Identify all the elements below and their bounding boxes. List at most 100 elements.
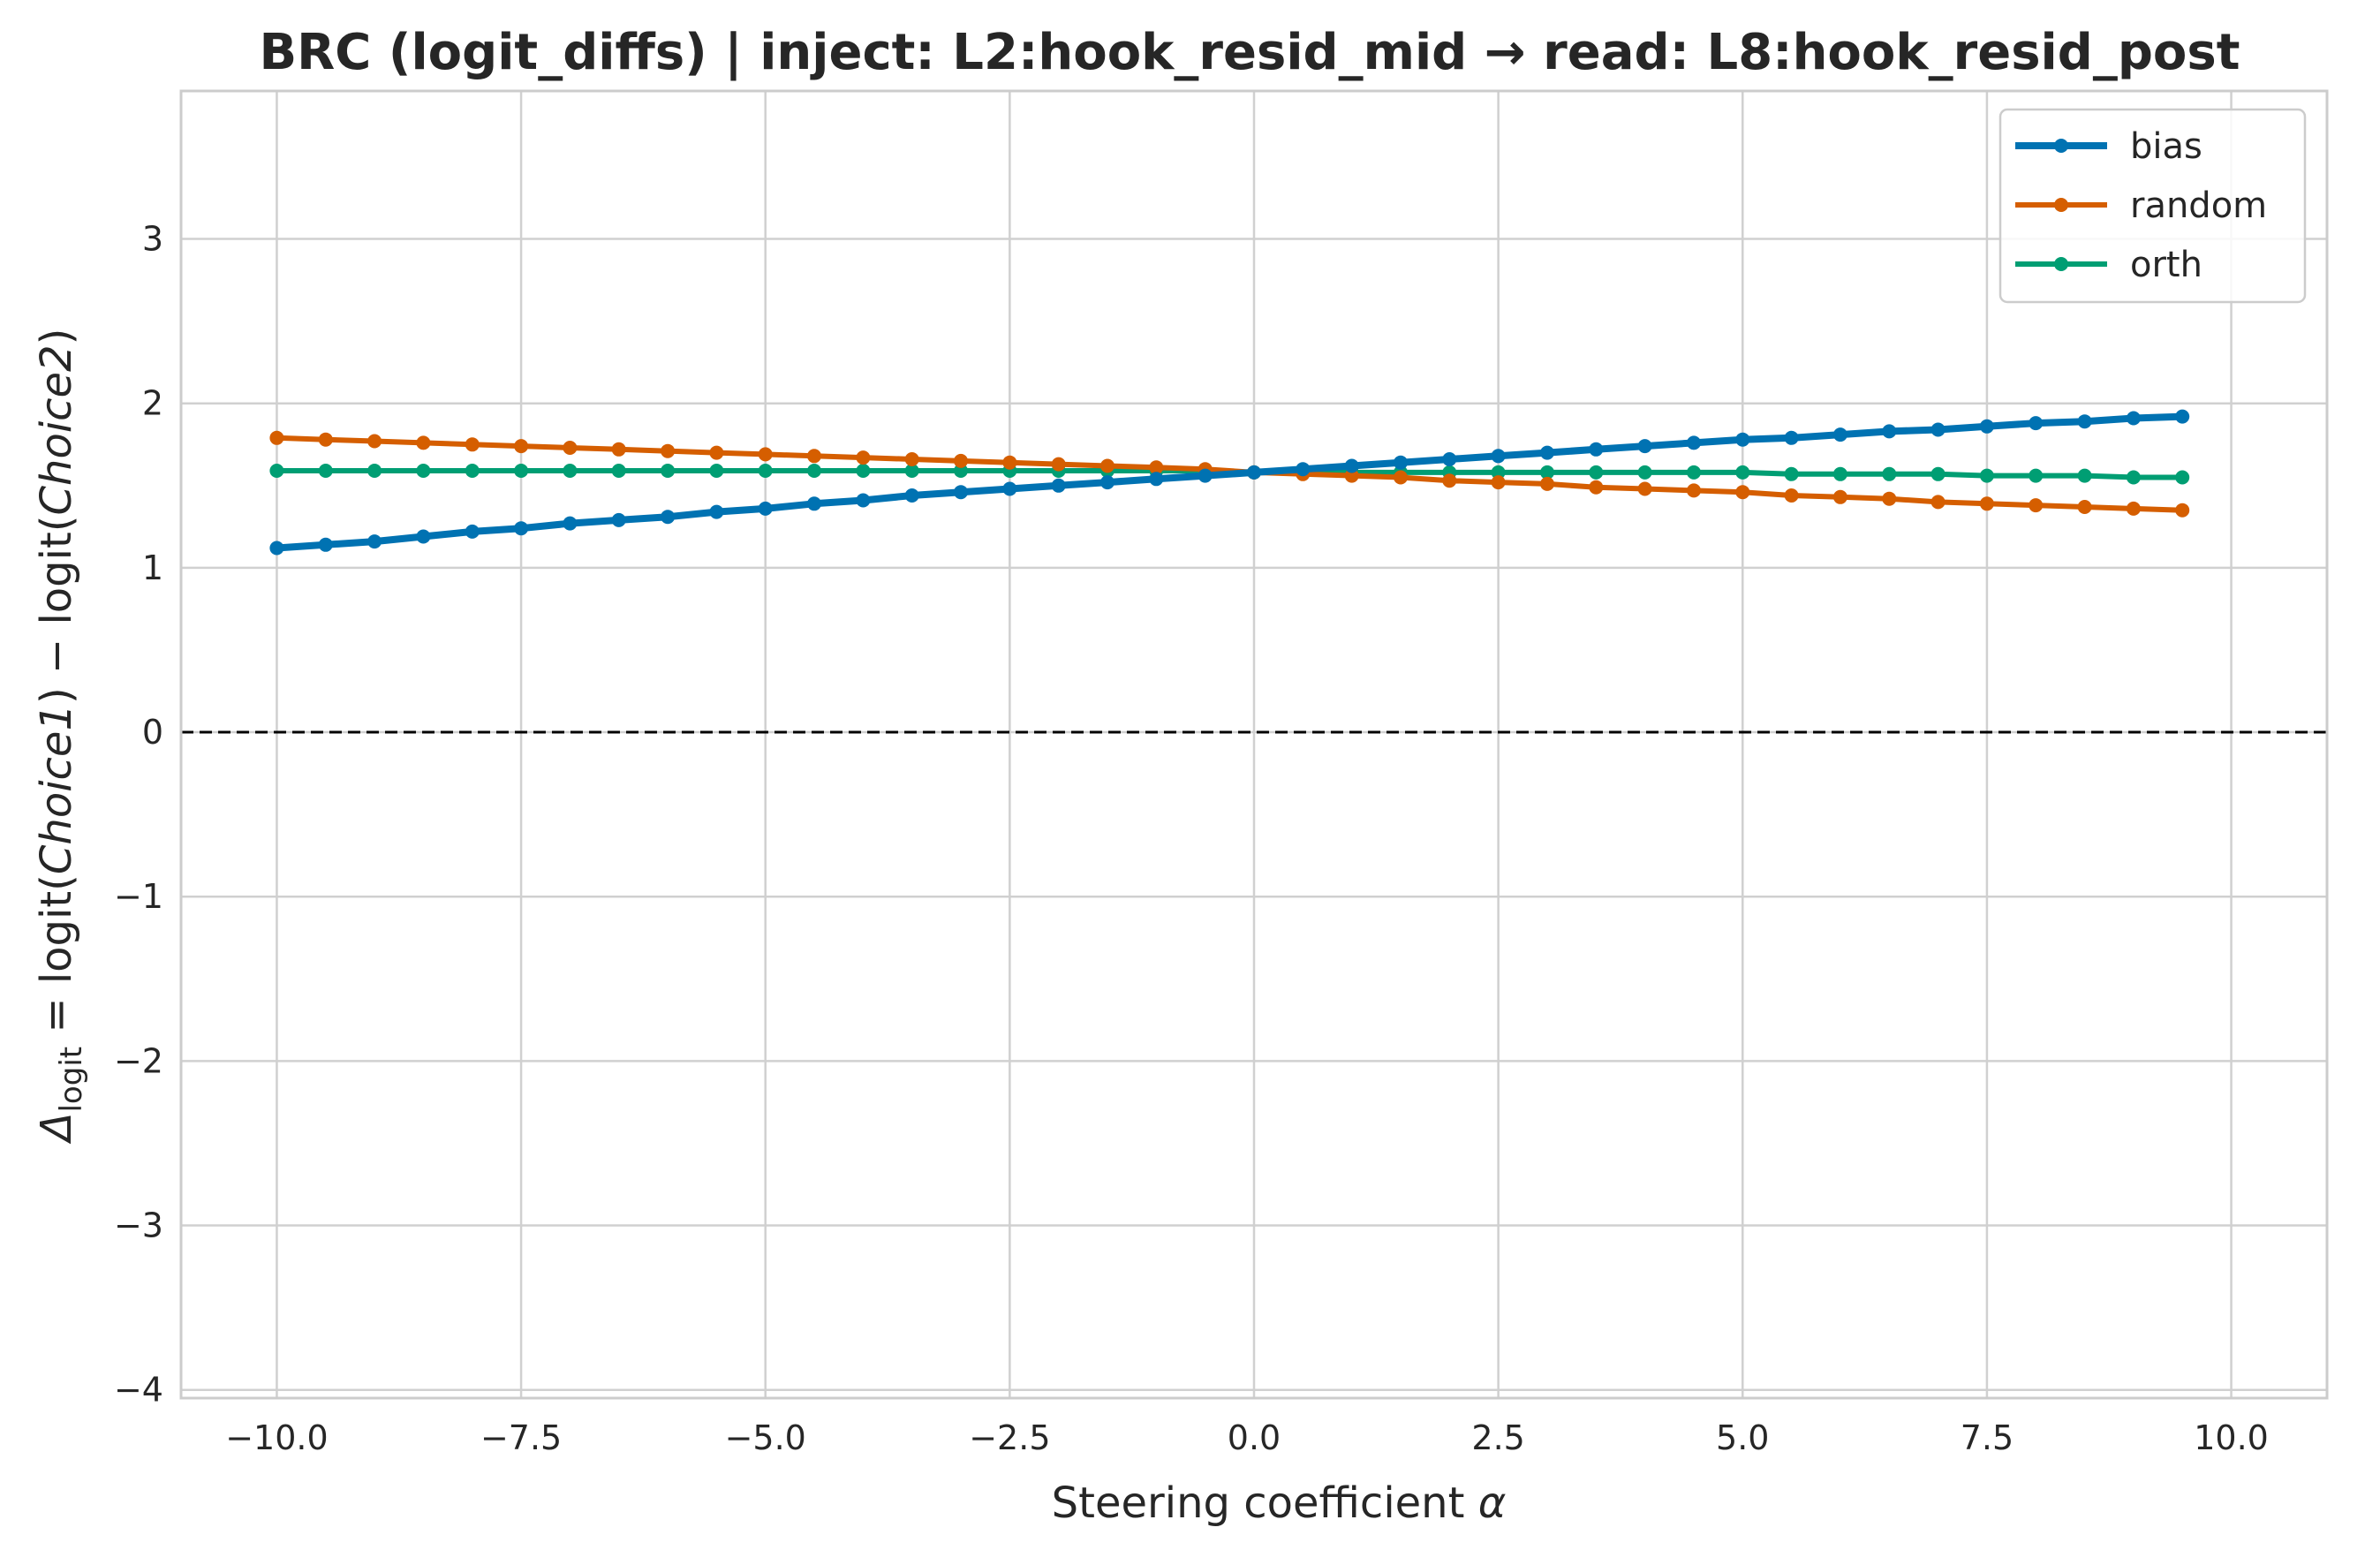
y-label-minus-logit: ) − logit( bbox=[32, 515, 81, 704]
data-point-orth bbox=[1735, 465, 1750, 480]
data-point-orth bbox=[2029, 468, 2044, 483]
data-point-orth bbox=[1589, 465, 1604, 480]
legend-marker-random bbox=[2054, 198, 2068, 212]
data-point-random bbox=[465, 437, 480, 452]
data-point-random bbox=[758, 447, 773, 462]
data-point-random bbox=[563, 441, 578, 455]
data-point-random bbox=[2029, 498, 2044, 513]
data-point-orth bbox=[954, 464, 968, 478]
x-tick-label: 0.0 bbox=[1228, 1418, 1281, 1457]
data-point-random bbox=[1882, 491, 1897, 506]
data-point-orth bbox=[904, 464, 919, 478]
plot-frame bbox=[179, 89, 2329, 1400]
legend-label-bias: bias bbox=[2130, 126, 2202, 167]
data-point-orth bbox=[1979, 468, 1994, 483]
series-bias bbox=[269, 409, 2190, 556]
data-point-random bbox=[367, 434, 382, 449]
data-point-random bbox=[1394, 470, 1408, 485]
x-axis-label: Steering coefficient α bbox=[1052, 1478, 1507, 1528]
x-tick-label: −7.5 bbox=[480, 1418, 562, 1457]
y-tick-label: −4 bbox=[114, 1371, 163, 1410]
data-point-bias bbox=[2077, 414, 2092, 429]
data-point-random bbox=[1100, 458, 1114, 473]
data-point-bias bbox=[367, 534, 382, 549]
y-tick-label: 3 bbox=[142, 220, 163, 259]
y-label-equals-logit: = logit( bbox=[32, 874, 81, 1047]
legend-label-orth: orth bbox=[2130, 245, 2202, 285]
data-point-random bbox=[1540, 476, 1554, 491]
data-point-orth bbox=[563, 464, 578, 478]
y-axis-label: Δlogit = logit(Choice1) − logit(Choice2) bbox=[32, 329, 89, 1145]
data-point-bias bbox=[807, 496, 821, 511]
legend: bias random orth bbox=[1998, 108, 2307, 304]
data-point-bias bbox=[709, 504, 724, 519]
data-point-orth bbox=[807, 464, 821, 478]
data-point-bias bbox=[1149, 472, 1164, 487]
data-point-random bbox=[709, 445, 724, 460]
series-line-bias bbox=[273, 412, 2187, 552]
legend-marker-orth bbox=[2054, 257, 2068, 271]
data-point-bias bbox=[1296, 462, 1311, 477]
data-point-orth bbox=[1491, 465, 1506, 480]
data-point-bias bbox=[416, 529, 431, 544]
y-label-delta: Δ bbox=[32, 1113, 81, 1145]
data-point-random bbox=[1735, 485, 1750, 500]
data-point-bias bbox=[1930, 422, 1946, 437]
data-point-bias bbox=[611, 512, 626, 527]
y-tick-label: 1 bbox=[142, 548, 163, 587]
data-point-bias bbox=[856, 493, 871, 508]
data-point-bias bbox=[1589, 442, 1604, 457]
y-label-choice2: Choice bbox=[32, 372, 81, 516]
x-axis-label-text: Steering coefficient bbox=[1052, 1478, 1478, 1528]
data-point-orth bbox=[318, 464, 333, 478]
data-point-bias bbox=[1100, 475, 1114, 490]
data-point-bias bbox=[954, 485, 968, 500]
data-point-orth bbox=[856, 464, 871, 478]
data-point-bias bbox=[1784, 430, 1799, 445]
data-point-random bbox=[1637, 481, 1652, 496]
data-point-orth bbox=[1784, 466, 1799, 481]
data-point-bias bbox=[1832, 427, 1847, 442]
data-point-random bbox=[2126, 501, 2141, 516]
data-point-bias bbox=[1637, 439, 1652, 454]
data-point-random bbox=[318, 432, 333, 447]
data-point-orth bbox=[611, 464, 626, 478]
series-layer bbox=[269, 409, 2190, 556]
x-tick-labels: −10.0 −7.5 −5.0 −2.5 0.0 2.5 5.0 7.5 10.0 bbox=[225, 1418, 2269, 1457]
y-label-one: 1 bbox=[32, 704, 81, 731]
data-point-random bbox=[416, 435, 431, 450]
x-tick-label: 5.0 bbox=[1716, 1418, 1769, 1457]
data-point-bias bbox=[514, 521, 529, 536]
y-label-close: ) bbox=[32, 329, 81, 345]
data-point-random bbox=[1442, 473, 1457, 488]
data-point-bias bbox=[1735, 432, 1750, 447]
data-point-random bbox=[514, 439, 529, 454]
data-point-random bbox=[1979, 496, 1994, 511]
data-point-orth bbox=[709, 464, 724, 478]
data-point-bias bbox=[269, 541, 284, 556]
data-point-random bbox=[856, 450, 871, 465]
data-point-orth bbox=[465, 464, 480, 478]
data-point-random bbox=[904, 452, 919, 466]
data-point-random bbox=[1687, 483, 1701, 498]
legend-box bbox=[1998, 108, 2307, 304]
data-point-random bbox=[2077, 500, 2092, 514]
data-point-orth bbox=[1540, 465, 1554, 480]
x-tick-label: −5.0 bbox=[725, 1418, 806, 1457]
data-point-random bbox=[1930, 495, 1946, 510]
data-point-bias bbox=[1247, 465, 1261, 480]
data-point-bias bbox=[1540, 445, 1554, 460]
data-point-bias bbox=[1051, 478, 1066, 493]
data-point-orth bbox=[416, 464, 431, 478]
y-tick-label: 0 bbox=[142, 713, 163, 752]
data-point-orth bbox=[2126, 470, 2141, 485]
data-point-random bbox=[1149, 460, 1164, 475]
y-tick-label: 2 bbox=[142, 384, 163, 423]
grid bbox=[181, 91, 2327, 1398]
data-point-bias bbox=[1979, 419, 1994, 434]
data-point-bias bbox=[2126, 411, 2141, 426]
data-point-bias bbox=[1491, 449, 1506, 464]
y-tick-labels: −4 −3 −2 −1 0 1 2 3 bbox=[114, 220, 163, 1410]
legend-label-random: random bbox=[2130, 185, 2267, 226]
